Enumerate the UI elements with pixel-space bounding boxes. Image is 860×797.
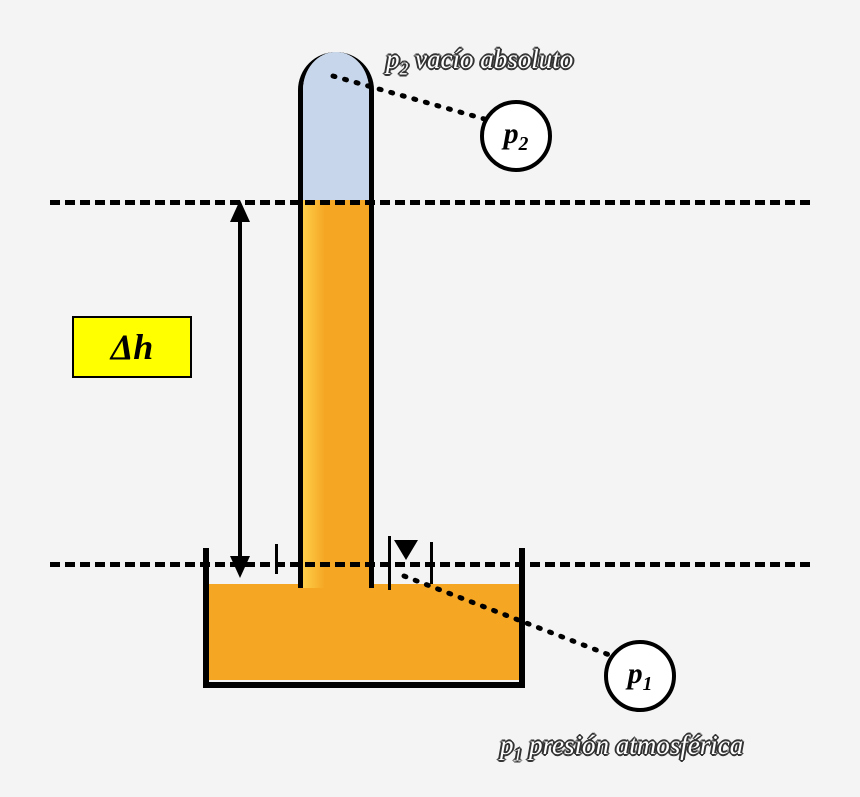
leader-lines — [0, 0, 860, 797]
p1-badge-text: p1 — [628, 657, 653, 696]
p2-badge: p2 — [480, 100, 552, 172]
p1-badge: p1 — [604, 640, 676, 712]
p2-description: p2 vacío absoluto — [386, 44, 573, 79]
p2-badge-text: p2 — [504, 117, 529, 156]
barometer-diagram: Δh p2 p1 p2 vacío absoluto p1 presión at… — [0, 0, 860, 797]
p1-description: p1 presión atmosférica — [500, 730, 743, 765]
